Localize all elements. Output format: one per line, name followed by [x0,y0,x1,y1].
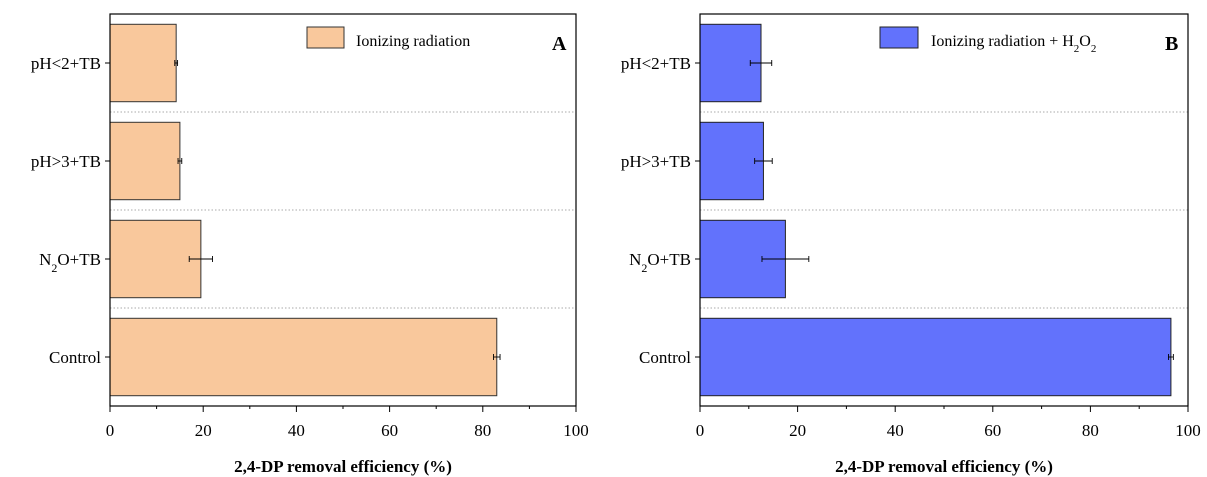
bar [699,317,1172,397]
bar [109,317,498,397]
legend-label-sub: 2 [1091,43,1097,55]
category-label-sub: 2 [641,261,647,275]
category-label-sub: 2 [51,261,57,275]
x-axis-label: 2,4-DP removal efficiency (%) [234,457,452,476]
bar [109,219,202,299]
legend-swatch [306,26,345,49]
panel-a: Control N2O+TB pH>3+TB pH<2+TB 0 20 40 60 80 100 2… [31,13,589,476]
x-tick-label: 100 [563,421,589,440]
category-label-main: pH<2+TB [621,54,691,73]
x-tick-label: 40 [887,421,904,440]
legend-label: Ionizing radiation [356,33,470,50]
legend-label: Ionizing radiation + H2O2 [931,33,1096,55]
category-label-main: N [629,250,641,269]
bar [109,23,177,103]
panel-label: A [552,33,567,55]
x-tick-label: 80 [474,421,491,440]
category-label: N2O+TB [629,250,691,275]
category-label: Control [49,348,101,367]
bar [109,121,181,201]
category-label: pH>3+TB [31,152,101,171]
legend-label-sub: 2 [1074,43,1080,55]
category-label-main: N [39,250,51,269]
panel-label: B [1165,33,1178,55]
category-label-main: Control [49,348,101,367]
x-tick-label: 60 [984,421,1001,440]
x-tick-label: 0 [696,421,705,440]
category-label-rest: O+TB [647,250,691,269]
legend-label-part: O [1079,33,1091,50]
category-label: pH<2+TB [621,54,691,73]
category-label-main: pH>3+TB [31,152,101,171]
x-tick-label: 100 [1175,421,1201,440]
bar [699,121,764,201]
x-tick-label: 40 [288,421,305,440]
category-label-main: Control [639,348,691,367]
category-label-main: pH<2+TB [31,54,101,73]
category-label: N2O+TB [39,250,101,275]
category-label-main: pH>3+TB [621,152,691,171]
category-label: pH<2+TB [31,54,101,73]
x-tick-label: 20 [195,421,212,440]
x-tick-label: 80 [1082,421,1099,440]
legend-swatch [879,26,919,49]
x-axis-label: 2,4-DP removal efficiency (%) [835,457,1053,476]
category-label-rest: O+TB [57,250,101,269]
category-label: Control [639,348,691,367]
category-label: pH>3+TB [621,152,691,171]
legend-label-part: Ionizing radiation + H [931,33,1074,50]
x-tick-label: 0 [106,421,115,440]
x-tick-label: 20 [789,421,806,440]
x-tick-label: 60 [381,421,398,440]
